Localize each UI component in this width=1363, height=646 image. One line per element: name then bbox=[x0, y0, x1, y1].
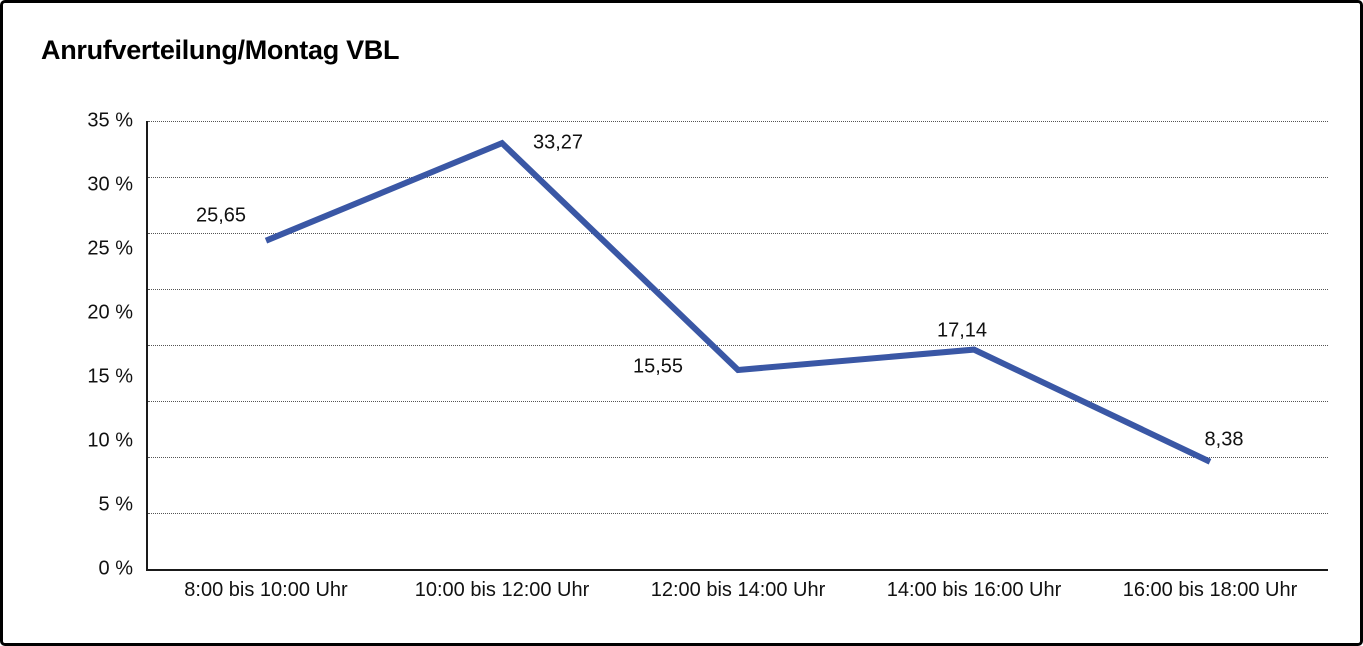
data-point-label: 33,27 bbox=[532, 131, 584, 154]
x-tick-label: 12:00 bis 14:00 Uhr bbox=[650, 579, 826, 601]
x-tick-label: 8:00 bis 10:00 Uhr bbox=[184, 579, 348, 601]
y-tick-label: 25 % bbox=[87, 237, 133, 260]
gridline bbox=[148, 121, 1328, 122]
data-point-label: 15,55 bbox=[632, 355, 684, 378]
data-point-label: 17,14 bbox=[936, 319, 988, 342]
gridline bbox=[148, 345, 1328, 346]
x-tick-label: 14:00 bis 16:00 Uhr bbox=[886, 579, 1062, 601]
gridline bbox=[148, 289, 1328, 290]
x-tick-label: 10:00 bis 12:00 Uhr bbox=[414, 579, 590, 601]
gridline bbox=[148, 233, 1328, 234]
y-tick-label: 30 % bbox=[87, 173, 133, 196]
x-tick-label: 16:00 bis 18:00 Uhr bbox=[1122, 579, 1298, 601]
gridline bbox=[148, 177, 1328, 178]
plot-area: 0 % 5 % 10 % 15 % 20 % 25 % 30 % 35 % 8:00 bis 1… bbox=[87, 110, 1328, 601]
line-series bbox=[264, 139, 1212, 465]
y-tick-label: 10 % bbox=[87, 429, 133, 452]
gridline bbox=[148, 513, 1328, 514]
data-point-label: 25,65 bbox=[195, 204, 247, 227]
y-axis-line bbox=[146, 121, 148, 571]
data-line bbox=[264, 139, 1212, 465]
y-tick-label: 5 % bbox=[98, 493, 133, 516]
gridline bbox=[148, 457, 1328, 458]
x-axis-line bbox=[146, 569, 1328, 571]
gridline bbox=[148, 401, 1328, 402]
data-point-label: 8,38 bbox=[1204, 428, 1244, 451]
y-tick-label: 0 % bbox=[98, 557, 133, 580]
y-tick-label: 20 % bbox=[87, 301, 133, 324]
y-tick-label: 15 % bbox=[87, 365, 133, 388]
chart-title: Anrufverteilung/Montag VBL bbox=[41, 35, 400, 65]
y-tick-label: 35 % bbox=[87, 109, 133, 132]
